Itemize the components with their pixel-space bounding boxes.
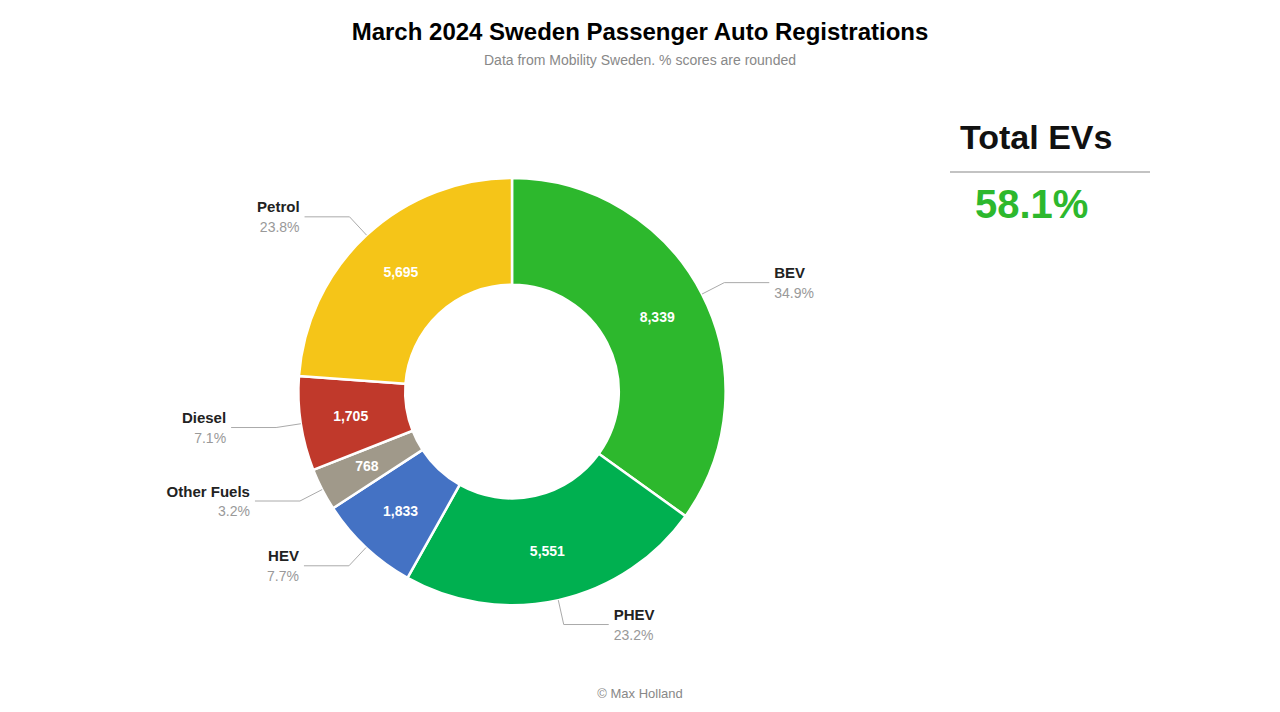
svg-text:Petrol: Petrol [257,198,300,215]
svg-text:7.1%: 7.1% [194,430,226,446]
svg-text:BEV: BEV [774,264,805,281]
svg-text:23.2%: 23.2% [614,627,654,643]
svg-text:7.7%: 7.7% [267,568,299,584]
svg-text:Data from Mobility Sweden. % s: Data from Mobility Sweden. % scores are … [484,52,796,68]
svg-text:PHEV: PHEV [614,606,655,623]
svg-text:8,339: 8,339 [640,309,675,325]
svg-text:768: 768 [355,458,379,474]
svg-text:Diesel: Diesel [182,409,226,426]
svg-text:1,833: 1,833 [383,503,418,519]
svg-text:Total EVs: Total EVs [960,118,1112,156]
svg-text:Other Fuels: Other Fuels [167,483,250,500]
svg-text:5,695: 5,695 [383,264,418,280]
svg-text:© Max Holland: © Max Holland [597,686,682,701]
svg-text:34.9%: 34.9% [774,285,814,301]
svg-text:5,551: 5,551 [530,543,565,559]
svg-text:HEV: HEV [268,547,299,564]
svg-text:March 2024 Sweden Passenger Au: March 2024 Sweden Passenger Auto Registr… [352,18,929,45]
svg-text:58.1%: 58.1% [975,182,1088,226]
svg-text:3.2%: 3.2% [218,503,250,519]
svg-text:1,705: 1,705 [333,408,368,424]
svg-text:23.8%: 23.8% [260,219,300,235]
